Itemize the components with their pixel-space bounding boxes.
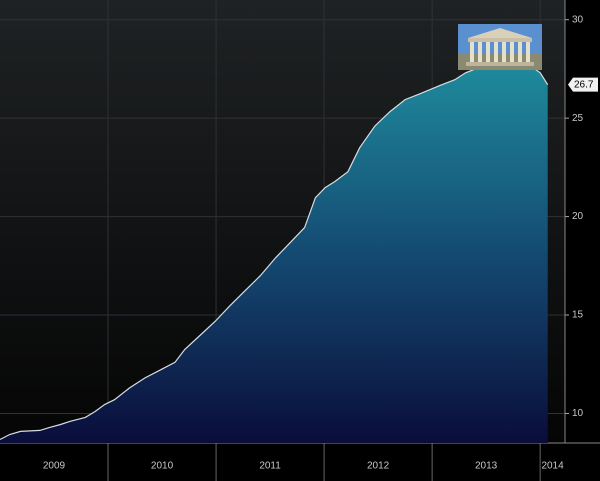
x-tick-label: 2013: [475, 461, 498, 472]
axis-background: [0, 443, 600, 481]
y-tick-label: 20: [572, 211, 584, 222]
x-tick-label: 2014: [541, 461, 564, 472]
x-tick-label: 2010: [151, 461, 174, 472]
area: [0, 65, 548, 444]
last-value-box: [568, 77, 598, 92]
x-tick-label: 2012: [367, 461, 390, 472]
line: [0, 65, 549, 441]
parthenon-icon: [458, 24, 542, 70]
x-tick-label: 2009: [43, 461, 66, 472]
y-tick-label: 10: [572, 408, 584, 419]
x-tick-label: 2011: [259, 461, 281, 472]
y-tick-label: 30: [572, 14, 584, 25]
y-tick-label: 15: [572, 310, 584, 321]
y-tick-label: 25: [572, 113, 584, 124]
last-value-label: 26.7: [574, 79, 594, 90]
